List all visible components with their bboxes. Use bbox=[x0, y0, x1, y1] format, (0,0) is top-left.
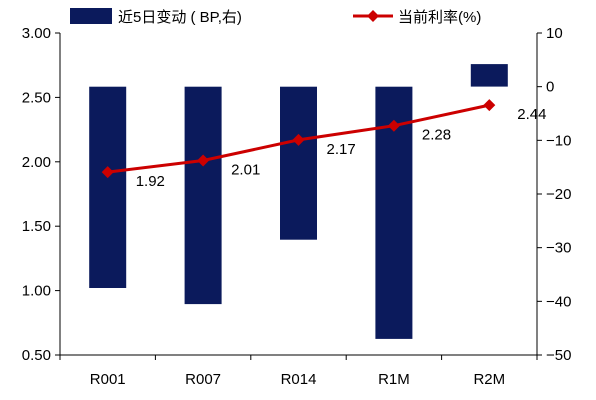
rate-point-r1m bbox=[387, 119, 400, 132]
right-tick-label: −10 bbox=[546, 132, 571, 149]
x-tick-label: R2M bbox=[473, 371, 505, 388]
right-tick-label: −30 bbox=[546, 240, 571, 257]
rate-point-r001 bbox=[101, 166, 114, 179]
x-tick-label: R001 bbox=[90, 371, 126, 388]
legend-bar-swatch bbox=[70, 8, 112, 24]
legend-line-marker bbox=[367, 10, 379, 22]
right-tick-label: −20 bbox=[546, 186, 571, 203]
rate-point-r014 bbox=[292, 133, 305, 146]
rate-point-r2m bbox=[483, 99, 496, 112]
left-tick-label: 3.00 bbox=[22, 25, 51, 42]
legend-line-label: 当前利率(%) bbox=[398, 9, 481, 26]
axes: 0.50 1.00 1.50 2.00 2.50 3.00 −50 −40 −30 −20 −10 0… bbox=[22, 25, 572, 388]
x-tick-label: R014 bbox=[281, 371, 317, 388]
rate-data-label: 2.44 bbox=[517, 106, 546, 123]
right-tick-label: −50 bbox=[546, 347, 571, 364]
bar-r014 bbox=[280, 86, 317, 240]
legend: 近5日变动 ( BP,右) 当前利率(%) bbox=[70, 8, 481, 26]
right-tick-label: −40 bbox=[546, 293, 571, 310]
rate-data-label: 1.92 bbox=[136, 173, 165, 190]
bar-r007 bbox=[184, 86, 222, 305]
right-tick-label: 10 bbox=[546, 25, 563, 42]
left-tick-label: 1.00 bbox=[22, 283, 51, 300]
rate-data-label: 2.28 bbox=[422, 127, 451, 144]
left-tick-label: 0.50 bbox=[22, 347, 51, 364]
bar-r2m bbox=[470, 64, 508, 87]
x-tick-label: R1M bbox=[378, 371, 410, 388]
right-tick-label: 0 bbox=[546, 79, 554, 96]
left-tick-label: 2.00 bbox=[22, 154, 51, 171]
rate-data-label: 2.01 bbox=[231, 162, 260, 179]
left-tick-label: 1.50 bbox=[22, 218, 51, 235]
bar-group bbox=[89, 64, 508, 339]
left-tick-label: 2.50 bbox=[22, 89, 51, 106]
rate-data-label: 2.17 bbox=[327, 141, 356, 158]
line-series: 1.92 2.01 2.17 2.28 2.44 bbox=[101, 99, 547, 190]
bar-r001 bbox=[89, 86, 127, 288]
x-tick-label: R007 bbox=[185, 371, 221, 388]
legend-bar-label: 近5日变动 ( BP,右) bbox=[118, 9, 242, 26]
rate-point-r007 bbox=[197, 154, 210, 167]
